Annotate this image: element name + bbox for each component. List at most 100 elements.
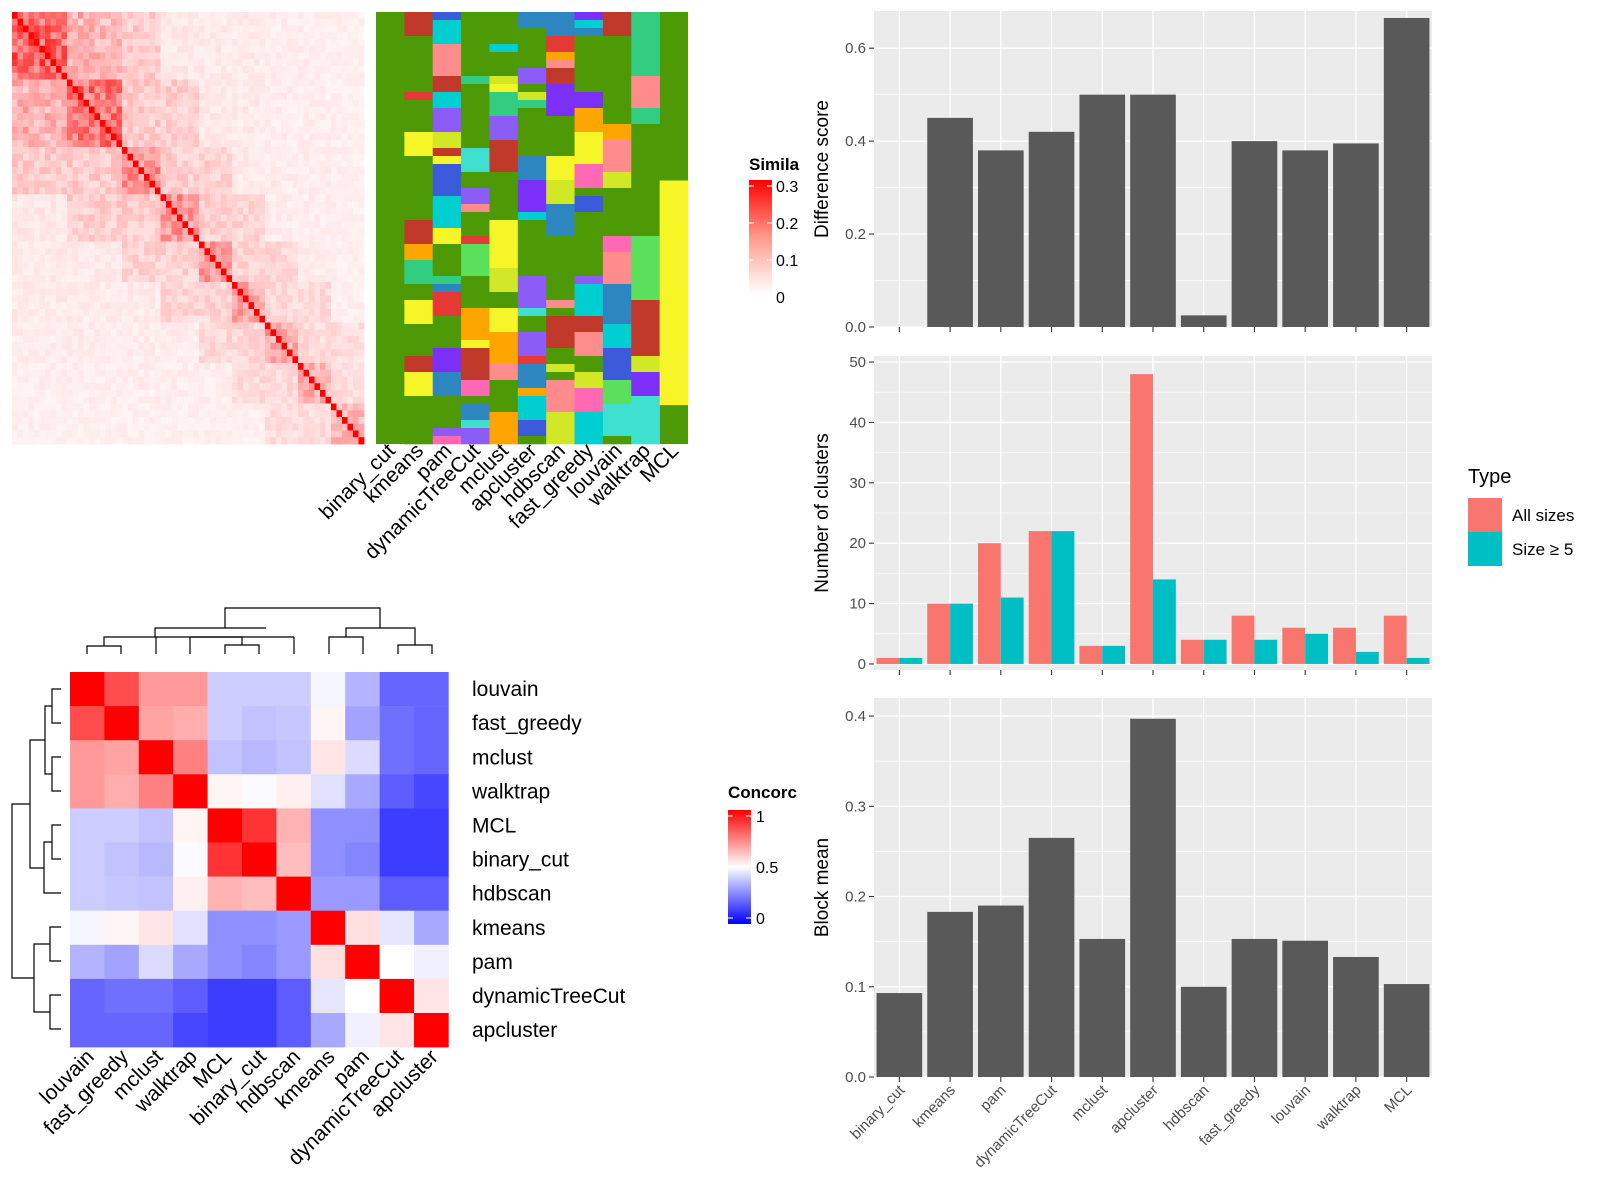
similarity-cell (100, 194, 106, 202)
similarity-cell (347, 52, 354, 60)
similarity-cell (177, 349, 183, 357)
similarity-cell (89, 268, 95, 276)
similarity-cell (160, 153, 167, 161)
similarity-cell (160, 160, 167, 168)
similarity-cell (188, 79, 194, 87)
similarity-cell (336, 126, 343, 134)
similarity-cell (89, 120, 95, 128)
similarity-cell (226, 241, 233, 249)
similarity-cell (83, 248, 90, 256)
similarity-cell (122, 187, 128, 195)
similarity-cell (215, 72, 222, 80)
similarity-cell (254, 126, 260, 134)
similarity-cell (127, 396, 134, 404)
similarity-cell (160, 45, 167, 53)
similarity-cell (336, 187, 343, 195)
similarity-cell (292, 106, 299, 114)
similarity-cell (226, 282, 233, 290)
concordance-cell (414, 1013, 449, 1048)
x-tick-label: kmeans (910, 1082, 959, 1131)
similarity-cell (270, 133, 277, 141)
similarity-cell (199, 302, 205, 310)
similarity-cell (320, 396, 326, 404)
similarity-cell (248, 369, 255, 377)
similarity-cell (303, 342, 310, 350)
similarity-cell (210, 99, 216, 107)
similarity-cell (50, 261, 57, 269)
similarity-cell (309, 126, 315, 134)
similarity-cell (358, 228, 365, 236)
similarity-cell (259, 329, 266, 337)
similarity-cell (199, 403, 205, 411)
similarity-cell (83, 12, 90, 20)
similarity-cell (67, 241, 73, 249)
similarity-cell (314, 423, 321, 431)
similarity-cell (232, 133, 238, 141)
similarity-cell (160, 52, 167, 60)
similarity-cell (61, 93, 68, 101)
similarity-cell (94, 248, 101, 256)
similarity-cell (210, 410, 216, 418)
similarity-cell (204, 45, 211, 53)
annotation-cell (574, 276, 604, 285)
similarity-cell (292, 72, 299, 80)
similarity-cell (127, 302, 134, 310)
similarity-cell (171, 234, 178, 242)
similarity-cell (127, 66, 134, 74)
similarity-cell (149, 99, 156, 107)
annotation-cell (602, 44, 632, 77)
similarity-cell (28, 410, 35, 418)
similarity-cell (259, 309, 266, 317)
similarity-cell (292, 309, 299, 317)
similarity-cell (122, 309, 128, 317)
similarity-cell (78, 12, 84, 20)
similarity-cell (298, 12, 304, 20)
similarity-cell (160, 255, 167, 263)
similarity-cell (270, 187, 277, 195)
similarity-cell (144, 221, 150, 229)
similarity-cell (149, 214, 156, 222)
similarity-cell (127, 309, 134, 317)
bar (1180, 986, 1227, 1077)
similarity-cell (353, 194, 359, 202)
similarity-cell (248, 153, 255, 161)
similarity-cell (17, 221, 24, 229)
similarity-cell (127, 275, 134, 283)
similarity-cell (226, 113, 233, 121)
similarity-cell (188, 329, 194, 337)
similarity-cell (314, 234, 321, 242)
similarity-cell (67, 329, 73, 337)
similarity-cell (292, 201, 299, 209)
similarity-cell (171, 349, 178, 357)
similarity-cell (23, 120, 29, 128)
similarity-cell (72, 187, 79, 195)
similarity-cell (254, 410, 260, 418)
annotation-cell (631, 172, 660, 181)
similarity-cell (78, 255, 84, 263)
similarity-cell (298, 349, 304, 357)
similarity-cell (111, 221, 117, 229)
similarity-cell (331, 221, 337, 229)
similarity-cell (281, 255, 288, 263)
concordance-cell (207, 774, 243, 809)
similarity-cell (347, 288, 354, 296)
similarity-cell (12, 174, 18, 182)
similarity-cell (67, 18, 73, 26)
similarity-cell (320, 120, 326, 128)
similarity-cell (331, 248, 337, 256)
similarity-cell (281, 207, 288, 215)
similarity-cell (83, 153, 90, 161)
similarity-cell (204, 140, 211, 148)
similarity-cell (83, 288, 90, 296)
concordance-cell (70, 706, 105, 741)
similarity-cell (254, 140, 260, 148)
similarity-cell (232, 32, 238, 40)
similarity-cell (309, 241, 315, 249)
similarity-cell (358, 403, 365, 411)
similarity-cell (166, 167, 172, 175)
similarity-cell (204, 288, 211, 296)
similarity-cell (144, 99, 150, 107)
similarity-cell (232, 66, 238, 74)
similarity-cell (320, 410, 326, 418)
similarity-cell (61, 228, 68, 236)
